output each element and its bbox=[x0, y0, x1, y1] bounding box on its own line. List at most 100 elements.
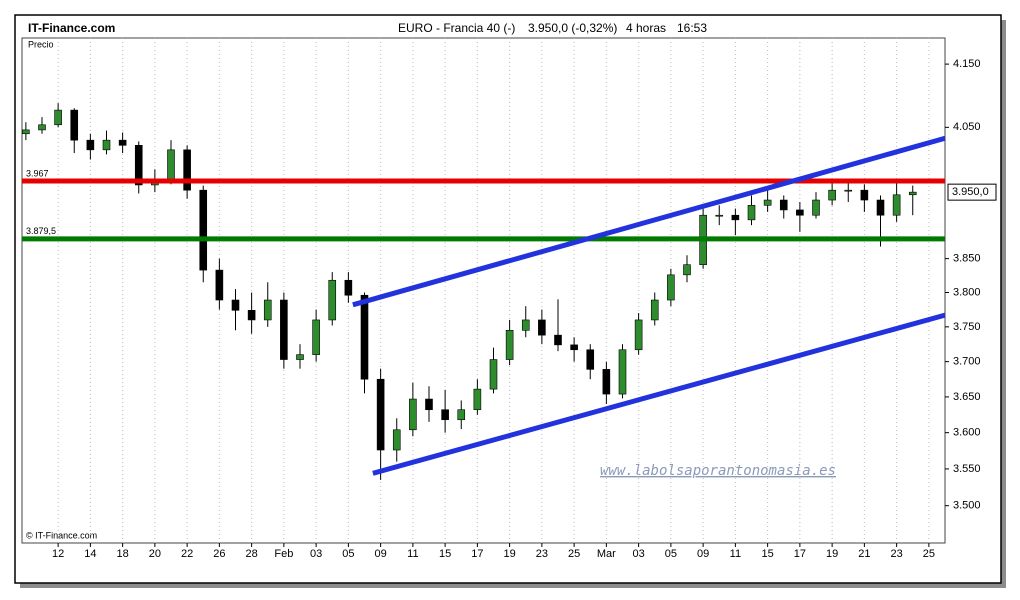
candle-body bbox=[167, 149, 175, 181]
candle-body bbox=[231, 299, 240, 311]
candle-body bbox=[134, 145, 143, 186]
candle-body bbox=[86, 139, 95, 151]
candle-body bbox=[473, 388, 482, 411]
candle-body bbox=[747, 205, 756, 221]
time: 16:53 bbox=[677, 21, 707, 35]
candle-body bbox=[505, 330, 514, 360]
trend-line bbox=[352, 135, 946, 308]
y-tick-label: 3.700 bbox=[953, 356, 981, 368]
candle-body bbox=[812, 199, 820, 216]
candle-body bbox=[199, 189, 208, 271]
y-tick-label: 3.750 bbox=[953, 321, 981, 333]
level-label: 3.967 bbox=[26, 168, 49, 178]
candle-body bbox=[521, 319, 530, 331]
x-tick-label: 15 bbox=[761, 548, 773, 560]
candle-body bbox=[457, 409, 466, 421]
candle-body bbox=[409, 398, 417, 431]
x-tick-label: 25 bbox=[568, 548, 580, 560]
x-tick-label: 28 bbox=[245, 548, 257, 560]
candle-body bbox=[779, 199, 788, 211]
candle-body bbox=[489, 359, 498, 390]
watermark: www.labolsaporantonomasia.es bbox=[600, 463, 836, 479]
candle-body bbox=[538, 319, 546, 336]
candle-body bbox=[796, 209, 804, 216]
candle-body bbox=[296, 354, 304, 360]
candle-body bbox=[70, 109, 79, 141]
candle-body bbox=[650, 299, 659, 321]
candle-body bbox=[280, 299, 288, 360]
x-tick-label: 21 bbox=[858, 548, 870, 560]
candle-body bbox=[376, 378, 385, 451]
x-tick-label: 18 bbox=[116, 548, 128, 560]
x-tick-label: 03 bbox=[632, 548, 644, 560]
candle-body bbox=[715, 214, 724, 217]
candle-body bbox=[844, 189, 853, 192]
candle-body bbox=[312, 319, 320, 355]
copyright: © IT-Finance.com bbox=[26, 530, 97, 540]
x-tick-label: 15 bbox=[439, 548, 451, 560]
trend-line bbox=[372, 312, 946, 476]
x-tick-label: 05 bbox=[665, 548, 677, 560]
candle-body bbox=[344, 279, 353, 296]
candle-body bbox=[634, 319, 643, 351]
candle-body bbox=[860, 189, 869, 201]
candle-body bbox=[908, 191, 917, 196]
candle-body bbox=[22, 129, 30, 135]
candle-body bbox=[876, 199, 885, 216]
x-tick-label: 17 bbox=[471, 548, 483, 560]
x-tick-label: 12 bbox=[52, 548, 64, 560]
y-tick-label: 3.600 bbox=[953, 427, 981, 439]
candle-body bbox=[102, 139, 111, 151]
candle-body bbox=[54, 109, 62, 126]
x-tick-label: 22 bbox=[181, 548, 193, 560]
candle-body bbox=[892, 194, 901, 216]
x-tick-label: 26 bbox=[213, 548, 225, 560]
candle-body bbox=[554, 334, 562, 346]
candle-body bbox=[392, 429, 401, 451]
price-change: 3.950,0 (-0,32%) bbox=[528, 21, 617, 35]
candle-body bbox=[425, 398, 433, 411]
candle-body bbox=[586, 349, 595, 370]
x-tick-label: 17 bbox=[794, 548, 806, 560]
chart-title: EURO - Francia 40 (-) bbox=[398, 21, 515, 35]
x-tick-label: Feb bbox=[274, 548, 293, 560]
candle-body bbox=[763, 199, 772, 206]
candle-body bbox=[570, 344, 578, 351]
candle-body bbox=[602, 369, 611, 395]
candle-body bbox=[683, 264, 691, 276]
x-tick-label: 14 bbox=[84, 548, 96, 560]
x-tick-label: 20 bbox=[149, 548, 161, 560]
y-tick-label: 3.850 bbox=[953, 253, 981, 265]
plot-area bbox=[21, 37, 946, 544]
candle-body bbox=[441, 409, 449, 421]
candle-body bbox=[247, 310, 256, 321]
candle-body bbox=[731, 214, 740, 221]
last-price-box bbox=[947, 183, 997, 201]
candle-body bbox=[183, 149, 191, 191]
x-tick-label: 23 bbox=[890, 548, 902, 560]
x-tick-label: 11 bbox=[730, 548, 741, 560]
candle-body bbox=[360, 294, 369, 380]
candle-body bbox=[215, 269, 224, 301]
candle-body bbox=[828, 189, 836, 201]
x-tick-label: 09 bbox=[374, 548, 386, 560]
timeframe: 4 horas bbox=[626, 21, 666, 35]
y-label: Precio bbox=[28, 39, 54, 49]
x-tick-label: 19 bbox=[503, 548, 515, 560]
x-tick-label: 03 bbox=[310, 548, 322, 560]
x-tick-label: 25 bbox=[923, 548, 935, 560]
candle-body bbox=[618, 349, 627, 395]
last-price-label: 3.950,0 bbox=[952, 186, 989, 198]
level-label: 3.879,5 bbox=[26, 226, 56, 236]
x-tick-label: 11 bbox=[407, 548, 418, 560]
candle-body bbox=[328, 279, 337, 321]
y-tick-label: 3.550 bbox=[953, 463, 981, 475]
y-tick-label: 4.050 bbox=[953, 121, 981, 133]
candle-body bbox=[118, 139, 127, 146]
y-tick-label: 4.150 bbox=[953, 58, 981, 70]
source: IT-Finance.com bbox=[28, 21, 115, 35]
candle-body bbox=[38, 124, 46, 131]
x-tick-label: 23 bbox=[536, 548, 548, 560]
x-tick-label: 05 bbox=[342, 548, 354, 560]
